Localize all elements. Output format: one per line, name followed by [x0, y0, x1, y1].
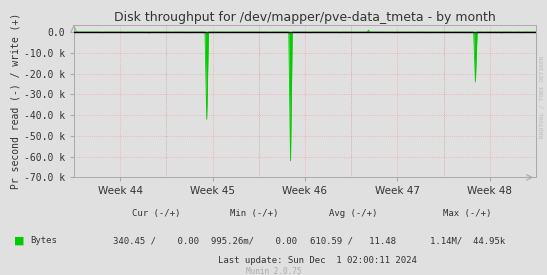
Text: RRDTOOL / TOBI OETIKER: RRDTOOL / TOBI OETIKER	[539, 55, 544, 138]
Text: 995.26m/    0.00: 995.26m/ 0.00	[211, 236, 298, 245]
Text: 1.14M/  44.95k: 1.14M/ 44.95k	[430, 236, 505, 245]
Text: 610.59 /   11.48: 610.59 / 11.48	[310, 236, 396, 245]
Text: Bytes: Bytes	[30, 236, 57, 245]
Title: Disk throughput for /dev/mapper/pve-data_tmeta - by month: Disk throughput for /dev/mapper/pve-data…	[114, 10, 496, 24]
Text: Cur (-/+): Cur (-/+)	[132, 209, 180, 218]
Text: Last update: Sun Dec  1 02:00:11 2024: Last update: Sun Dec 1 02:00:11 2024	[218, 256, 417, 265]
Text: Munin 2.0.75: Munin 2.0.75	[246, 267, 301, 275]
Text: Min (-/+): Min (-/+)	[230, 209, 278, 218]
Text: Avg (-/+): Avg (-/+)	[329, 209, 377, 218]
Text: 340.45 /    0.00: 340.45 / 0.00	[113, 236, 199, 245]
Y-axis label: Pr second read (-) / write (+): Pr second read (-) / write (+)	[11, 13, 21, 189]
Text: ■: ■	[14, 236, 24, 246]
Text: Max (-/+): Max (-/+)	[444, 209, 492, 218]
